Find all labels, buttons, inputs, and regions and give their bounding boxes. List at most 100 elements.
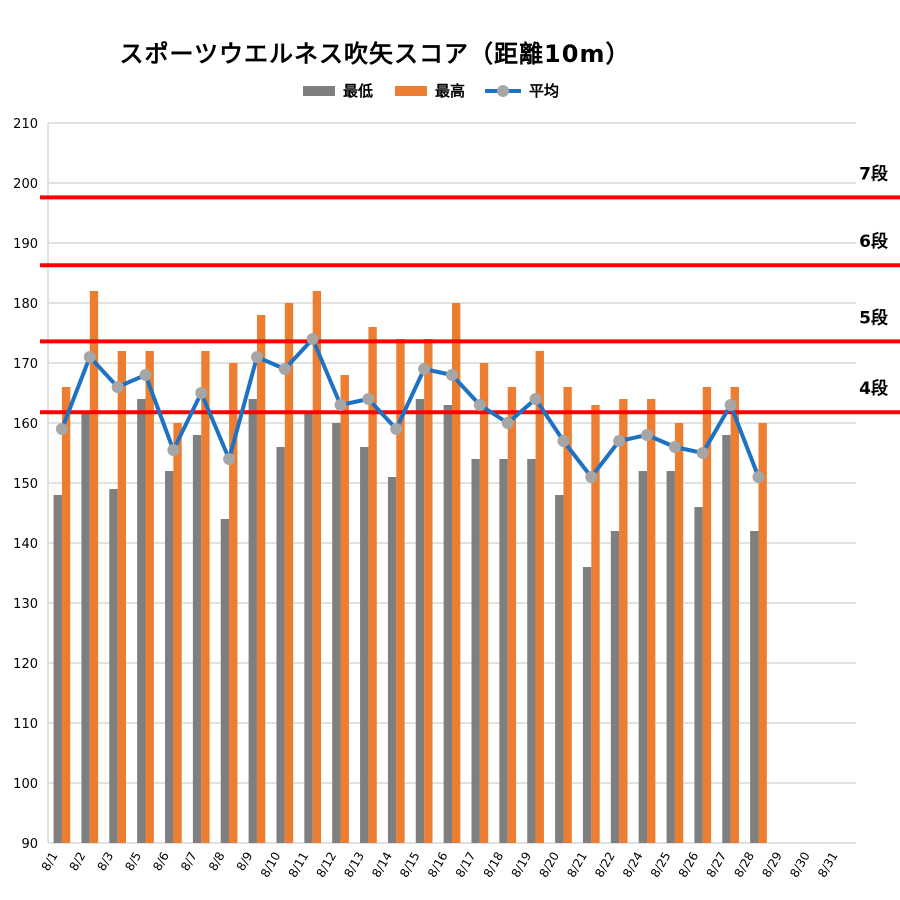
bar-min — [137, 399, 146, 843]
average-point — [334, 399, 347, 411]
bar-min — [304, 411, 313, 843]
y-tick-label: 140 — [13, 537, 38, 552]
y-tick-label: 130 — [13, 597, 38, 612]
legend: 最低 最高 平均 — [0, 80, 900, 104]
y-tick-label: 170 — [13, 357, 38, 372]
average-point — [195, 387, 208, 399]
y-tick-label: 190 — [13, 237, 38, 252]
average-point — [111, 381, 124, 393]
bar-min — [81, 411, 90, 843]
x-tick-label: 8/19 — [509, 850, 535, 880]
bar-max — [730, 387, 739, 843]
average-point — [55, 423, 68, 435]
x-tick-label: 8/20 — [536, 850, 562, 880]
bar-max — [702, 387, 712, 843]
average-point — [223, 453, 236, 465]
average-point — [83, 351, 96, 363]
bar-max — [674, 423, 684, 843]
average-point — [278, 363, 291, 375]
x-tick-label: 8/28 — [731, 850, 757, 880]
bar-min — [53, 495, 62, 843]
y-tick-label: 150 — [13, 477, 38, 492]
x-tick-label: 8/27 — [704, 850, 730, 880]
average-point — [139, 369, 152, 381]
y-tick-label: 160 — [13, 417, 38, 432]
bar-max — [340, 375, 349, 843]
x-tick-label: 8/9 — [234, 850, 256, 874]
x-tick-label: 8/18 — [481, 850, 507, 880]
bar-max — [563, 387, 572, 843]
bar-max — [368, 327, 377, 843]
bar-min — [527, 459, 536, 843]
x-tick-label: 8/10 — [258, 850, 284, 880]
bar-min — [471, 459, 480, 843]
bar-max — [312, 291, 322, 843]
average-point — [529, 393, 542, 405]
bar-min — [360, 447, 369, 843]
y-tick-label: 100 — [13, 777, 38, 792]
bar-min — [415, 399, 425, 843]
average-line — [55, 333, 765, 483]
x-tick-label: 8/15 — [397, 850, 423, 880]
bar-min — [248, 399, 257, 843]
average-point — [501, 417, 514, 429]
bar-max — [591, 405, 600, 843]
legend-label-min: 最低 — [343, 82, 374, 100]
average-point — [668, 441, 681, 453]
x-tick-label: 8/7 — [178, 850, 200, 874]
bar-min — [332, 423, 341, 843]
bar-max — [507, 387, 517, 843]
bar-min — [109, 489, 118, 843]
legend-item-avg: 平均 — [485, 80, 559, 101]
average-point — [641, 429, 654, 441]
bar-max — [284, 303, 294, 843]
average-point — [362, 393, 375, 405]
bar-max — [256, 315, 266, 843]
bar-max — [619, 399, 628, 843]
bar-max — [117, 351, 127, 843]
bar-min — [582, 567, 592, 843]
legend-swatch-min — [303, 85, 335, 96]
y-tick-label: 180 — [13, 297, 38, 312]
x-tick-label: 8/29 — [759, 850, 785, 880]
y-tick-label: 120 — [13, 657, 38, 672]
bar-max — [647, 399, 656, 843]
average-point — [250, 351, 263, 363]
bar-max — [396, 339, 405, 843]
bar-max — [145, 351, 154, 843]
average-point — [724, 399, 737, 411]
bar-max — [61, 387, 71, 843]
bar-min — [694, 507, 703, 843]
x-tick-label: 8/30 — [787, 850, 813, 880]
bar-min — [750, 531, 759, 843]
x-tick-label: 8/24 — [620, 850, 646, 880]
legend-swatch-max — [395, 85, 427, 96]
reference-line-label: 5段 — [859, 307, 888, 328]
x-tick-label: 8/25 — [648, 850, 674, 880]
bar-min — [276, 447, 285, 843]
average-point — [306, 333, 319, 345]
bar-min — [666, 471, 675, 843]
x-tick-label: 8/16 — [425, 850, 451, 880]
x-tick-label: 8/5 — [122, 850, 144, 874]
average-point — [557, 435, 570, 447]
legend-label-max: 最高 — [435, 82, 466, 100]
average-point — [613, 435, 626, 447]
bar-min — [165, 471, 174, 843]
legend-item-min: 最低 — [303, 80, 373, 101]
bar-max — [173, 423, 182, 843]
x-tick-label: 8/3 — [94, 850, 116, 874]
x-tick-label: 8/21 — [564, 850, 590, 880]
legend-item-max: 最高 — [395, 80, 465, 101]
legend-line-avg — [485, 84, 521, 98]
reference-lines: 4段 5段 6段 7段 — [40, 163, 900, 415]
chart-title: スポーツウエルネス吹矢スコア（距離10m） — [119, 40, 631, 68]
average-point — [167, 444, 180, 456]
bar-max — [535, 351, 544, 843]
x-tick-label: 8/6 — [150, 850, 172, 874]
bar-max — [424, 339, 433, 843]
average-point — [418, 363, 431, 375]
x-tick-label: 8/17 — [453, 850, 479, 880]
reference-line-label: 7段 — [859, 163, 888, 184]
